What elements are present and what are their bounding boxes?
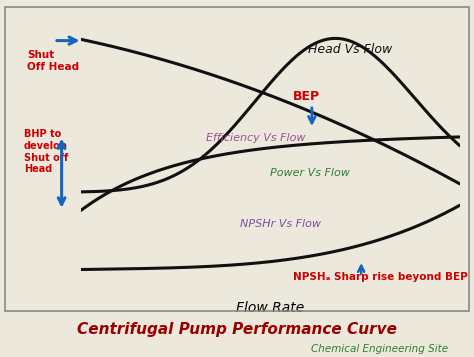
Text: Flow Rate: Flow Rate: [236, 301, 304, 315]
Text: NPSHₐ Sharp rise beyond BEP: NPSHₐ Sharp rise beyond BEP: [293, 272, 468, 282]
Text: Head Vs Flow: Head Vs Flow: [308, 42, 392, 56]
Text: Centrifugal Pump Performance Curve: Centrifugal Pump Performance Curve: [77, 322, 397, 337]
Text: Shut
Off Head: Shut Off Head: [27, 50, 80, 72]
Text: Efficiency Vs Flow: Efficiency Vs Flow: [206, 133, 305, 143]
Text: Chemical Engineering Site: Chemical Engineering Site: [310, 344, 448, 354]
Text: NPSHr Vs Flow: NPSHr Vs Flow: [240, 219, 321, 229]
Text: Power Vs Flow: Power Vs Flow: [270, 168, 350, 178]
Text: BHP to
develop
Shut off
Head: BHP to develop Shut off Head: [24, 129, 68, 174]
Text: BEP: BEP: [292, 90, 320, 102]
